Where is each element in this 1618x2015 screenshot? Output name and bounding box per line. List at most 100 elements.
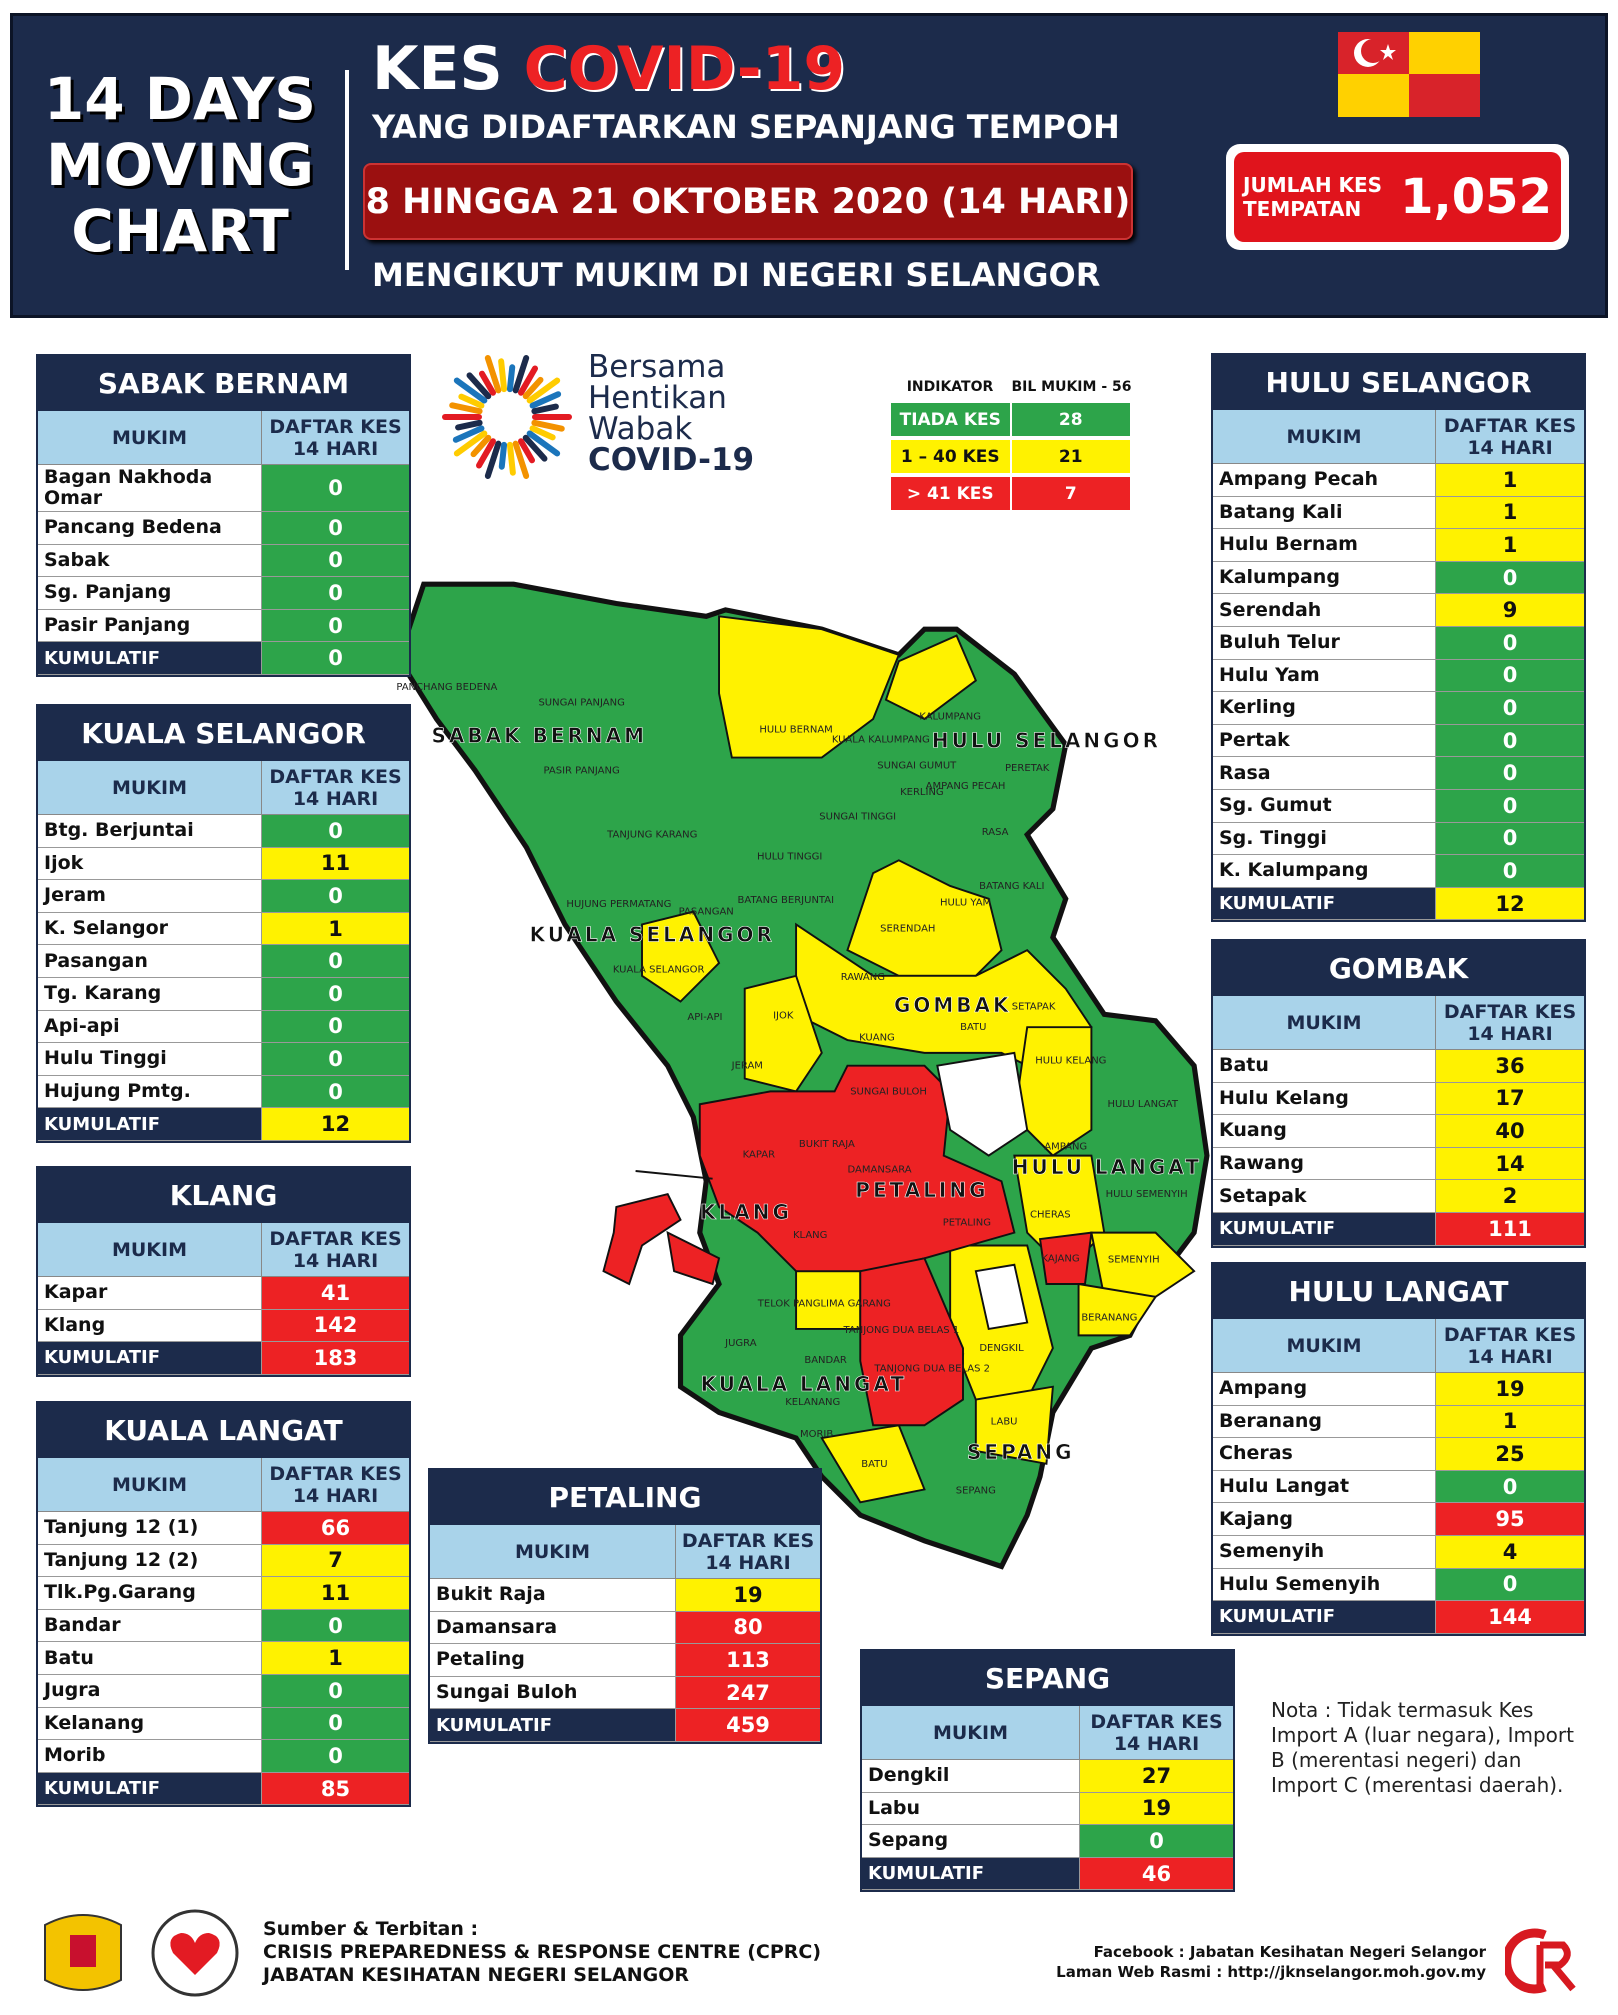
area (846, 859, 1003, 977)
case-count: 9 (1436, 594, 1584, 626)
table-row: Sepang 0 (862, 1825, 1233, 1858)
ray (466, 372, 492, 400)
crest-shield (70, 1935, 96, 1967)
total-row: KUMULATIF 144 (1213, 1601, 1584, 1634)
district-label: KUALA SELANGOR (530, 923, 775, 947)
mukim-label: DAMANSARA (848, 1165, 912, 1176)
case-count: 0 (262, 544, 409, 577)
total-label: JUMLAH KES TEMPATAN (1243, 173, 1382, 221)
ray (512, 355, 530, 394)
table-row: Morib 0 (38, 1740, 409, 1773)
ray (518, 438, 535, 464)
table-row: Pasangan 0 (38, 945, 409, 978)
mukim-name: Rawang (1213, 1147, 1436, 1180)
table-row: Tanjung 12 (2) 7 (38, 1544, 409, 1578)
district-table: HULU SELANGOR MUKIM DAFTAR KES 14 HARI Ampan… (1211, 353, 1586, 923)
header-left-line: MOVING (45, 131, 315, 199)
subtitle2: MENGIKUT MUKIM DI NEGERI SELANGOR (372, 256, 1101, 294)
ray (529, 425, 556, 441)
mukim-label: SUNGAI PANJANG (538, 697, 624, 708)
map-shapes (401, 581, 1210, 1570)
total-label: KUMULATIF (1213, 887, 1436, 920)
mukim-name: Morib (38, 1740, 262, 1772)
case-count: 14 (1436, 1147, 1584, 1180)
mukim-name: Buluh Telur (1213, 626, 1436, 659)
subtitle: YANG DIDAFTARKAN SEPANJANG TEMPOH (372, 108, 1120, 146)
contact: Facebook : Jabatan Kesihatan Negeri Sela… (1056, 1942, 1486, 1982)
mukim-label: KLANG (793, 1230, 827, 1241)
table-header: MUKIM DAFTAR KES 14 HARI (862, 1706, 1233, 1760)
table-row: Hulu Tinggi 0 (38, 1043, 409, 1076)
indicator-count: 21 (1010, 439, 1131, 474)
table-row: Sg. Panjang 0 (38, 577, 409, 610)
mukim-label: PETALING (943, 1217, 991, 1228)
mukim-name: Petaling (430, 1644, 676, 1676)
case-count: 1 (1436, 464, 1584, 496)
total-row: KUMULATIF 85 (38, 1772, 409, 1806)
table-row: Jugra 0 (38, 1674, 409, 1708)
case-count: 11 (262, 847, 409, 880)
case-count: 0 (1436, 1470, 1584, 1503)
header-cell: MUKIM (1213, 996, 1436, 1049)
header-line: DAFTAR KES (681, 1529, 815, 1552)
table-header: MUKIM DAFTAR KES 14 HARI (38, 761, 409, 815)
yellow-areas (641, 615, 1196, 1504)
header-cell: MUKIM (38, 1223, 262, 1276)
header-cell: MUKIM (38, 1458, 262, 1511)
total-label: KUMULATIF (1213, 1212, 1436, 1245)
total-count: 46 (1080, 1857, 1233, 1890)
mukim-label: BERANANG (1081, 1312, 1137, 1323)
area (641, 910, 721, 1003)
case-count: 80 (676, 1611, 820, 1644)
total-label-line: JUMLAH KES (1243, 173, 1383, 197)
mukim-name: Batu (1213, 1050, 1436, 1082)
total-count: 12 (262, 1108, 409, 1140)
case-count: 0 (262, 512, 409, 544)
mukim-name: Bandar (38, 1609, 262, 1642)
district-table: PETALING MUKIM DAFTAR KES 14 HARI Bukit Raja… (428, 1468, 822, 1744)
case-count: 95 (1436, 1503, 1584, 1535)
total-label: KUMULATIF (430, 1709, 676, 1741)
header-cell: MUKIM (1213, 410, 1436, 463)
total-row: KUMULATIF 111 (1213, 1212, 1584, 1246)
mukim-label: JUGRA (724, 1338, 757, 1349)
star (1380, 44, 1396, 60)
ray (498, 441, 508, 470)
total-count: 85 (262, 1772, 409, 1805)
case-count: 1 (1436, 529, 1584, 561)
mukim-label: TELOK PANGLIMA GARANG (757, 1298, 891, 1309)
mukim-label: KALUMPANG (919, 711, 981, 722)
table-title: HULU SELANGOR (1213, 355, 1584, 410)
mukim-label: PASANGAN (679, 907, 734, 918)
header-line: 14 HARI (1467, 1345, 1553, 1368)
total-label-line: TEMPATAN (1243, 197, 1362, 221)
mukim-name: Hulu Bernam (1213, 529, 1436, 561)
table-header: MUKIM DAFTAR KES 14 HARI (38, 1458, 409, 1512)
indicator-head: BIL MUKIM - 56 (1011, 379, 1132, 395)
district-label: KLANG (700, 1200, 792, 1224)
case-count: 0 (262, 1609, 409, 1642)
case-count: 7 (262, 1544, 409, 1577)
table-row: Sungai Buloh 247 (430, 1676, 820, 1710)
mukim-name: Hulu Kelang (1213, 1082, 1436, 1115)
total-label: KUMULATIF (38, 642, 262, 674)
table-row: Kajang 95 (1213, 1503, 1584, 1536)
campaign-text: Bersama (588, 349, 725, 385)
title-covid: COVID-19 (523, 34, 846, 104)
mukim-label: DENGKIL (979, 1343, 1024, 1354)
mukim-name: Kalumpang (1213, 561, 1436, 594)
mukim-label: HULU BERNAM (759, 724, 833, 735)
mukim-label: SUNGAI BULOH (850, 1086, 927, 1097)
mukim-name: Api-api (38, 1010, 262, 1043)
red-areas (602, 1064, 1093, 1427)
flag (1338, 32, 1480, 117)
mukim-name: Sg. Tinggi (1213, 822, 1436, 855)
table-row: Serendah 9 (1213, 594, 1584, 627)
mukim-name: Tg. Karang (38, 977, 262, 1010)
note: Nota : Tidak termasuk Kes Import A (luar… (1271, 1698, 1574, 1797)
mukim-label: KELANANG (785, 1397, 840, 1408)
header-line: DAFTAR KES (269, 765, 402, 788)
mukim-name: Rasa (1213, 757, 1436, 789)
table-row: K. Kalumpang 0 (1213, 855, 1584, 888)
header-left-line: 14 DAYS (43, 65, 317, 133)
